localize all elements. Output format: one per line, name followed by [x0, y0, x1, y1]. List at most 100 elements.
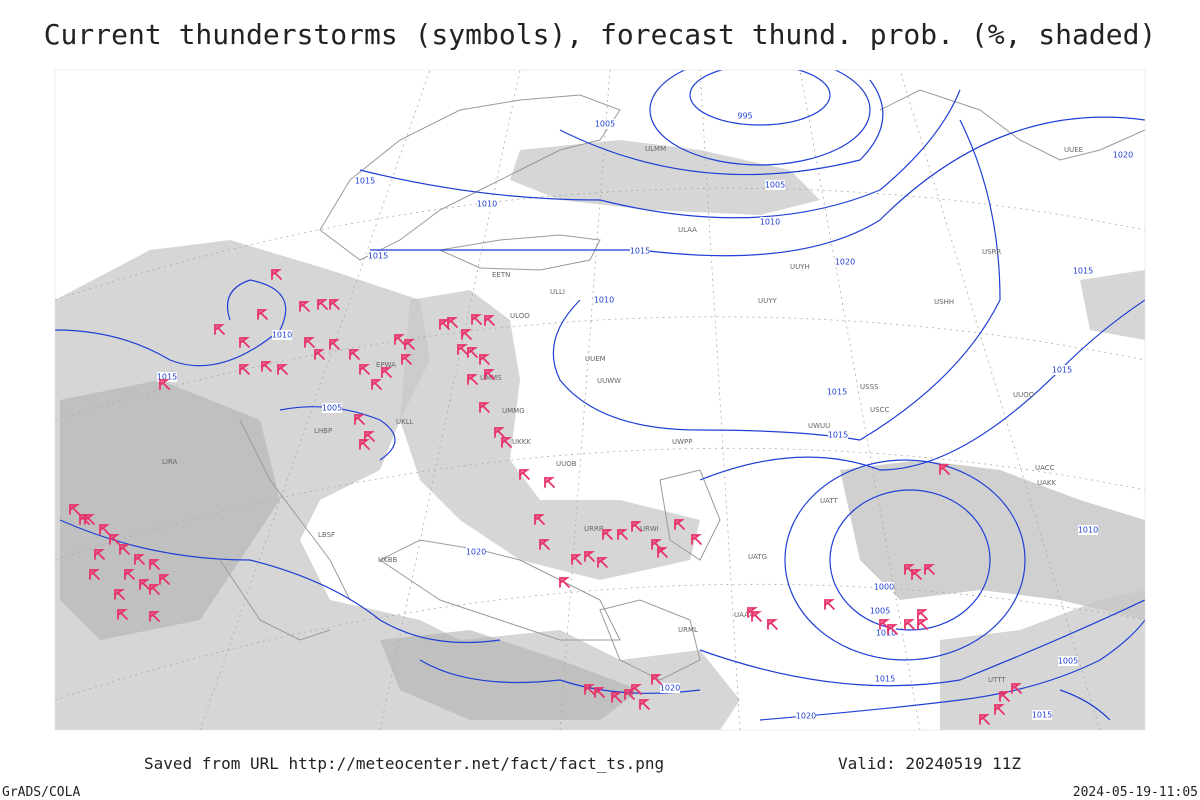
isobar-label: 1015: [1032, 711, 1052, 720]
thunderstorm-symbol: [691, 534, 702, 545]
station-label: UMMG: [502, 407, 525, 415]
isobar-label-bg: [870, 606, 890, 616]
thunderstorm-symbol: [924, 564, 935, 575]
isobar-label: 1010: [1078, 526, 1098, 535]
thunderstorm-symbol: [119, 544, 130, 555]
thunderstorm-symbol: [911, 569, 922, 580]
station-label: LHBP: [314, 427, 332, 435]
station-label: USSS: [860, 383, 879, 391]
timestamp: 2024-05-19-11:05: [1073, 785, 1198, 800]
thunderstorm-symbol: [329, 339, 340, 350]
isobar-label: 1020: [466, 548, 486, 557]
station-label: EETN: [492, 271, 510, 279]
thunderstorm-symbol: [617, 529, 628, 540]
station-label: UTTT: [988, 676, 1006, 684]
station-label: UKBB: [378, 556, 398, 564]
coastlines: [219, 89, 1145, 681]
station-label: UUOB: [556, 460, 577, 468]
station-label: UACC: [1035, 464, 1055, 472]
thunderstorm-symbol: [501, 437, 512, 448]
station-label: UUYH: [790, 263, 810, 271]
thunderstorm-symbol: [124, 569, 135, 580]
isobar-label: 1005: [870, 607, 890, 616]
isobar-label-bg: [322, 403, 342, 413]
station-label: USCC: [870, 406, 889, 414]
isobar-label-bg: [157, 372, 177, 382]
thunderstorm-symbol: [544, 477, 555, 488]
thunderstorm-symbol: [364, 431, 375, 442]
isobar-labels: 995 1005 1005 1015 1010 1010 1015 1015 1020 1010 1…: [157, 111, 1133, 721]
map-area: 995 1005 1005 1015 1010 1010 1015 1015 1020 1010 1…: [55, 70, 1145, 730]
isobar-label-bg: [272, 330, 292, 340]
station-label: UUEM: [585, 355, 606, 363]
thunderstorm-symbol: [304, 337, 315, 348]
thunderstorm-symbol: [494, 427, 505, 438]
thunderstorm-symbol: [751, 611, 762, 622]
thunderstorm-symbol: [371, 379, 382, 390]
thunderstorm-symbol: [359, 364, 370, 375]
thunderstorm-symbol: [404, 339, 415, 350]
thunderstorm-symbol: [317, 299, 328, 310]
thunderstorm-symbol: [631, 684, 642, 695]
thunderstorm-symbol: [257, 309, 268, 320]
thunderstorm-symbol: [651, 674, 662, 685]
thunderstorm-symbol: [139, 579, 150, 590]
thunderstorm-symbol: [979, 714, 990, 725]
isobar-label: 1010: [594, 296, 614, 305]
station-label: UWUU: [808, 422, 830, 430]
isobar-label: 1015: [630, 247, 650, 256]
isobar-label: 1015: [828, 431, 848, 440]
thunderstorm-symbol: [824, 599, 835, 610]
station-label: UKLL: [396, 418, 414, 426]
thunderstorm-symbol: [394, 334, 405, 345]
thunderstorm-symbol: [314, 349, 325, 360]
isobar-label-bg: [828, 430, 848, 440]
thunderstorm-symbol: [149, 559, 160, 570]
station-label: ULMM: [645, 145, 666, 153]
isobar-label-bg: [796, 711, 816, 721]
thunderstorm-symbol: [594, 687, 605, 698]
source-note: Saved from URL http://meteocenter.net/fa…: [144, 754, 664, 773]
isobar-label: 1000: [874, 583, 894, 592]
isobar-label: 1015: [368, 252, 388, 261]
thunderstorm-symbol: [571, 554, 582, 565]
thunderstorm-symbol: [602, 529, 613, 540]
thunderstorm-symbol: [239, 364, 250, 375]
isobar-label: 1015: [157, 373, 177, 382]
thunderstorm-symbol: [401, 354, 412, 365]
isobar-label: 1020: [835, 258, 855, 267]
isobar-label-bg: [594, 295, 614, 305]
isobar-label-bg: [355, 176, 375, 186]
thunderstorm-symbol: [109, 534, 120, 545]
map-frame: [54, 69, 1146, 731]
thunderstorm-symbol: [149, 584, 160, 595]
thunderstorm-symbol: [534, 514, 545, 525]
isobar-label-bg: [1058, 656, 1078, 666]
thunderstorm-symbol: [239, 337, 250, 348]
isobar-label: 1010: [272, 331, 292, 340]
thunderstorm-symbol: [584, 684, 595, 695]
thunderstorm-symbol: [519, 469, 530, 480]
thunderstorm-symbol: [994, 704, 1005, 715]
thunderstorm-symbol: [539, 539, 550, 550]
thunderstorm-symbol: [354, 414, 365, 425]
station-label: ULLI: [550, 288, 565, 296]
station-label: URML: [678, 626, 698, 634]
station-label: USHH: [934, 298, 954, 306]
thunderstorm-symbol: [1011, 683, 1022, 694]
thunderstorm-symbol: [624, 689, 635, 700]
isobar-label-bg: [477, 199, 497, 209]
thunderstorm-symbol: [89, 569, 100, 580]
thunderstorm-symbol: [631, 521, 642, 532]
station-label: UUOO: [1013, 391, 1035, 399]
thunderstorm-symbol: [597, 557, 608, 568]
thunderstorm-symbol: [467, 347, 478, 358]
thunderstorm-symbol: [917, 609, 928, 620]
isobar-label-bg: [827, 387, 847, 397]
thunderstorm-symbol: [767, 619, 778, 630]
thunderstorm-symbol: [479, 402, 490, 413]
isobar-label-bg: [368, 251, 388, 261]
isobar-label: 1005: [595, 120, 615, 129]
thunderstorm-symbol: [457, 344, 468, 355]
